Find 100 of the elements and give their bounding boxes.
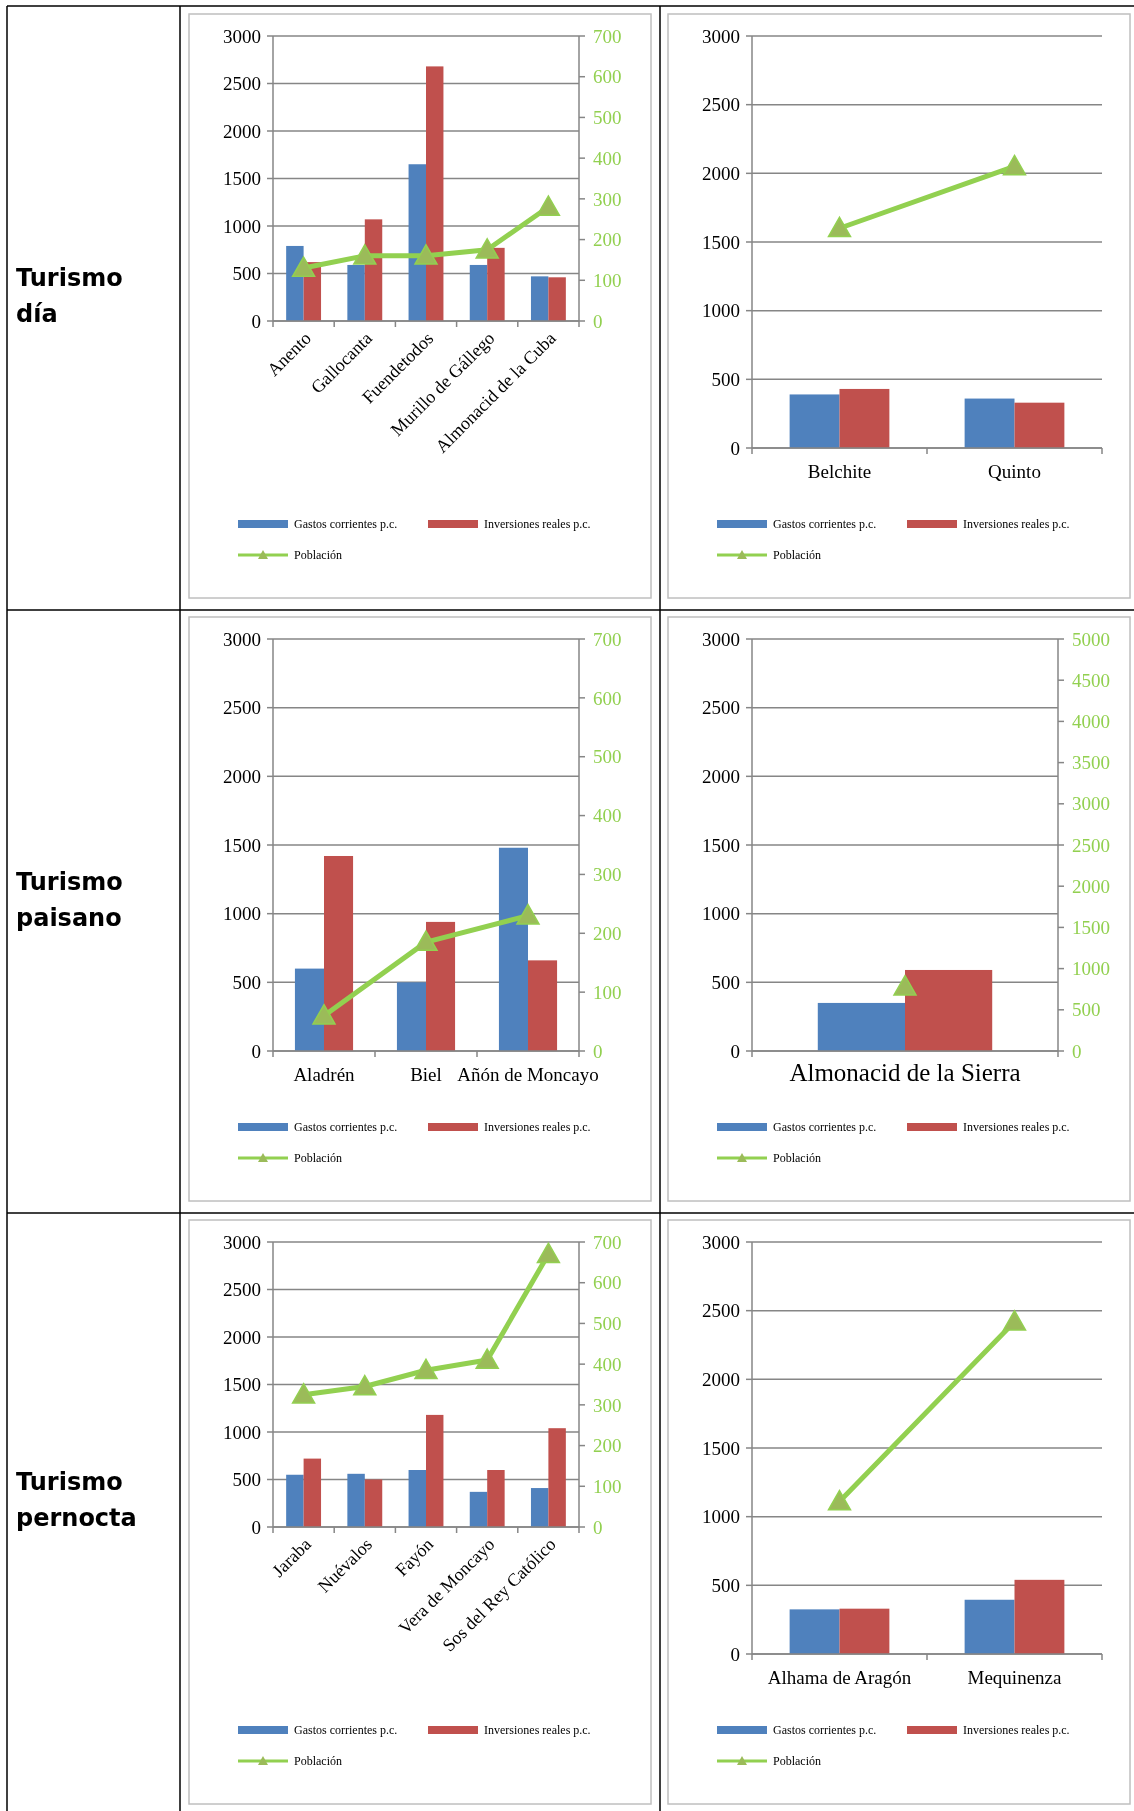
legend-label: Gastos corrientes p.c. — [294, 1120, 398, 1135]
y-tick-label: 500 — [711, 368, 740, 390]
y2-tick-label: 3000 — [1072, 793, 1110, 815]
y-tick-label: 1000 — [702, 1506, 740, 1528]
bar — [487, 247, 505, 321]
legend-label: Inversiones reales p.c. — [963, 1120, 1070, 1135]
x-tick-label: Belchite — [807, 461, 872, 482]
text: Turismo pernocta — [16, 1468, 137, 1532]
bar — [286, 1474, 304, 1527]
legend-label: Inversiones reales p.c. — [963, 517, 1070, 532]
bar — [426, 66, 444, 321]
y-tick-label: 1500 — [223, 834, 261, 856]
legend-label: Inversiones reales p.c. — [484, 1723, 591, 1738]
y2-tick-label: 300 — [593, 1394, 622, 1416]
x-tick-label: Almonacid de la Sierra — [789, 1059, 1021, 1086]
y2-tick-label: 4000 — [1072, 711, 1110, 733]
legend-label: Gastos corrientes p.c. — [773, 1723, 877, 1738]
bar — [528, 960, 558, 1051]
y2-tick-label: 300 — [593, 188, 622, 210]
x-tick-label: Alhama de Aragón — [767, 1667, 912, 1688]
y2-tick-label: 400 — [593, 805, 622, 827]
legend-label: Población — [294, 548, 342, 563]
y-tick-label: 0 — [730, 437, 740, 459]
y-tick-label: 1000 — [702, 300, 740, 322]
text: Turismo paisano — [16, 867, 123, 932]
legend-label: Gastos corrientes p.c. — [773, 1120, 877, 1135]
y2-tick-label: 500 — [593, 746, 622, 768]
point — [414, 1358, 438, 1380]
legend-label: Inversiones reales p.c. — [484, 517, 591, 532]
y-tick-label: 2000 — [702, 162, 740, 184]
point — [536, 195, 561, 216]
y-tick-label: 500 — [711, 971, 740, 993]
point — [516, 903, 540, 925]
y2-tick-label: 100 — [593, 1475, 622, 1497]
y-tick-label: 1000 — [223, 1421, 261, 1443]
legend-label: Inversiones reales p.c. — [484, 1120, 591, 1135]
y-tick-label: 2500 — [223, 73, 261, 95]
y-tick-label: 3000 — [223, 1231, 261, 1253]
bar — [469, 1491, 488, 1527]
bar — [294, 968, 324, 1051]
point — [536, 1242, 561, 1264]
y2-tick-label: 700 — [593, 628, 622, 650]
bar — [469, 264, 488, 321]
bar — [548, 277, 566, 321]
y-tick-label: 500 — [232, 971, 261, 993]
y2-tick-label: 0 — [593, 1516, 603, 1538]
bar — [498, 847, 528, 1051]
y-tick-label: 1000 — [702, 903, 740, 925]
y-tick-label: 3000 — [223, 25, 261, 47]
y-tick-label: 2000 — [223, 1326, 261, 1348]
y2-tick-label: 2500 — [1072, 834, 1110, 856]
y2-tick-label: 300 — [593, 864, 622, 886]
y-tick-label: 2500 — [702, 94, 740, 116]
y2-tick-label: 100 — [593, 981, 622, 1003]
point — [475, 238, 499, 259]
y2-tick-label: 500 — [593, 1313, 622, 1335]
y2-tick-label: 200 — [593, 1435, 622, 1457]
y-tick-label: 1500 — [223, 1374, 261, 1396]
y-tick-label: 2500 — [223, 1279, 261, 1301]
bar — [396, 982, 426, 1051]
legend-label: Gastos corrientes p.c. — [294, 517, 398, 532]
y-tick-label: 1500 — [702, 1437, 740, 1459]
legend-label: Inversiones reales p.c. — [963, 1723, 1070, 1738]
text: Turismo día — [16, 264, 123, 328]
y2-tick-label: 600 — [593, 687, 622, 709]
bar — [530, 276, 549, 321]
y2-tick-label: 3500 — [1072, 752, 1110, 774]
point — [475, 1348, 499, 1370]
y2-tick-label: 0 — [593, 310, 603, 332]
point — [312, 1003, 336, 1025]
y2-tick-label: 400 — [593, 1353, 622, 1375]
y2-tick-label: 500 — [593, 107, 622, 129]
y2-tick-label: 600 — [593, 66, 622, 88]
y2-tick-label: 1000 — [1072, 958, 1110, 980]
y-tick-label: 1500 — [223, 168, 261, 190]
bar — [408, 164, 426, 321]
bar — [324, 855, 354, 1051]
y-tick-label: 500 — [232, 263, 261, 285]
y2-tick-label: 2000 — [1072, 875, 1110, 897]
y-tick-label: 0 — [251, 310, 261, 332]
y-tick-label: 2500 — [702, 697, 740, 719]
point — [291, 256, 316, 278]
x-tick-label: Mequinenza — [967, 1667, 1063, 1688]
y2-tick-label: 700 — [593, 25, 622, 47]
y2-tick-label: 200 — [593, 922, 622, 944]
y-tick-label: 2000 — [702, 1368, 740, 1390]
y-tick-label: 3000 — [702, 25, 740, 47]
legend-label: Población — [773, 1151, 821, 1166]
point — [414, 244, 438, 265]
legend-label: Población — [773, 1754, 821, 1769]
y-tick-label: 2500 — [702, 1300, 740, 1322]
legend-label: Población — [294, 1754, 342, 1769]
x-tick-label: Quinto — [988, 461, 1041, 482]
y2-tick-label: 1500 — [1072, 917, 1110, 939]
x-tick-label: Biel — [410, 1064, 442, 1085]
y2-tick-label: 0 — [1072, 1040, 1082, 1062]
y2-tick-label: 0 — [593, 1040, 603, 1062]
y-tick-label: 0 — [251, 1516, 261, 1538]
y-tick-label: 2000 — [702, 765, 740, 787]
bar — [487, 1470, 505, 1527]
